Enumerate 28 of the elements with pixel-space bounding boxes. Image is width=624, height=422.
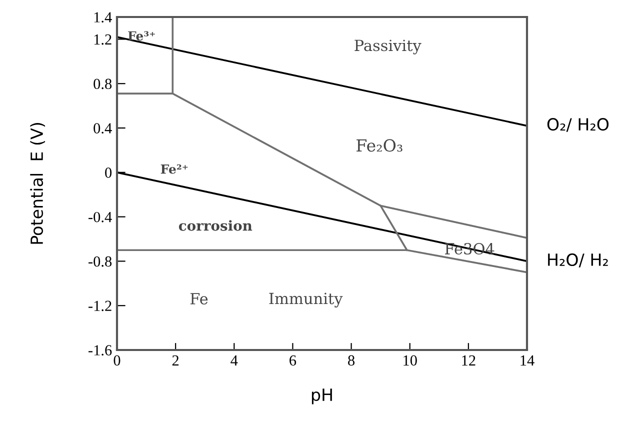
y-tick-label: -0.4 [88, 212, 112, 222]
y-tick-label: -1.6 [88, 345, 112, 356]
annotation: corrosion [178, 220, 252, 231]
y-tick-label: 0.8 [94, 78, 112, 90]
annotation: O₂/ H₂O [547, 118, 609, 132]
annotation: Immunity [269, 292, 343, 308]
annotation: Fe₂O₃ [356, 139, 402, 152]
annotation: Passivity [354, 40, 422, 54]
x-tick-label: 10 [404, 355, 417, 366]
y-tick-label: 0 [105, 168, 112, 178]
x-axis-title: pH [312, 388, 332, 404]
x-tick-label: 0 [114, 355, 120, 366]
annotation: Fe [190, 293, 208, 304]
x-tick-label: 14 [520, 355, 534, 366]
annotation: Fe²⁺ [160, 164, 188, 174]
x-tick-label: 6 [290, 355, 296, 366]
x-tick-label: 4 [230, 355, 238, 366]
y-tick-label: 0.4 [94, 123, 112, 134]
annotation: H₂O/ H₂ [548, 253, 608, 268]
y-tick-label: -0.8 [88, 256, 112, 267]
y-axis-title: Potential E (V) [30, 123, 46, 244]
x-tick-label: 12 [462, 355, 476, 366]
y-tick-label: 1.2 [94, 34, 112, 45]
x-tick-label: 2 [172, 355, 179, 366]
y-tick-label: -1.2 [88, 300, 112, 312]
y-tick-label: 1.4 [94, 12, 112, 23]
x-tick-label: 8 [348, 355, 355, 366]
annotation: Fe³⁺ [128, 31, 155, 41]
